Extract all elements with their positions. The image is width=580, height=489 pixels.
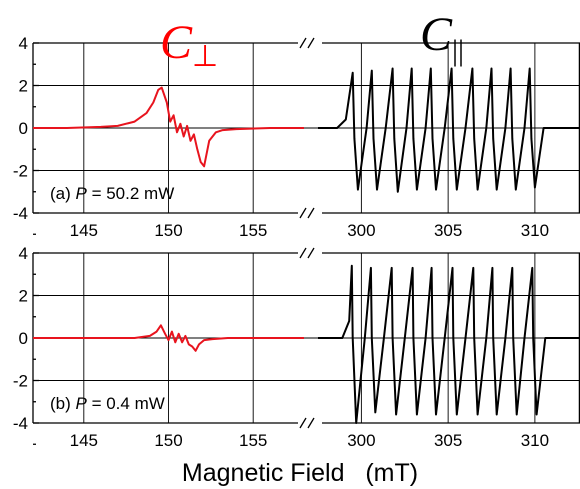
x-tick-label: 150 — [154, 221, 182, 240]
x-tick-label: 150 — [154, 431, 182, 450]
y-tick-label: -4 — [13, 414, 28, 433]
panel-a: 4 2 0 -2 -4 145 150 155 300 305 310 (a) P = 50.2 mW — [13, 34, 580, 240]
y-tick-label: 0 — [19, 329, 28, 348]
x-axis-label: Magnetic Field (mT) — [182, 459, 418, 487]
x-tick-label: 155 — [239, 431, 267, 450]
x-tick-label: 305 — [434, 221, 462, 240]
x-tick-label: 155 — [239, 221, 267, 240]
x-tick-label: 145 — [70, 221, 98, 240]
y-tick-label: 4 — [19, 34, 28, 53]
axis-break-mark — [299, 417, 307, 429]
panel-label: (a) P = 50.2 mW — [50, 184, 174, 203]
axis-break-mark — [299, 37, 307, 49]
series-line-left — [33, 324, 304, 352]
series-title-para: C|| — [420, 8, 464, 67]
series-title-perp: C⊥ — [160, 16, 218, 73]
y-tick-label: -4 — [13, 204, 28, 223]
axis-break-mark — [307, 417, 315, 429]
axis-break-mark — [299, 247, 307, 259]
power-value: = 0.4 mW — [87, 394, 165, 413]
title-subscript: ⊥ — [192, 40, 218, 73]
x-tick-label: 305 — [434, 431, 462, 450]
x-tick-label: 310 — [521, 431, 549, 450]
y-tick-label: 4 — [19, 244, 28, 263]
axis-break-mark — [307, 37, 315, 49]
power-symbol: P — [76, 394, 88, 413]
title-subscript: || — [452, 34, 464, 67]
x-tick-label: 310 — [521, 221, 549, 240]
axis-break-mark — [307, 207, 315, 219]
power-symbol: P — [76, 184, 88, 203]
series-line-right — [318, 264, 580, 424]
y-tick-label: 2 — [19, 77, 28, 96]
axis-break-mark — [307, 247, 315, 259]
x-tick-label: 300 — [347, 221, 375, 240]
series-line-right — [318, 67, 580, 193]
panel-b: 4 2 0 -2 -4 145 150 155 300 305 310 (b) P = 0.4 mW — [13, 244, 580, 450]
y-tick-label: 0 — [19, 119, 28, 138]
y-tick-label: -2 — [13, 372, 28, 391]
y-tick-label: 2 — [19, 287, 28, 306]
axis-break-mark — [299, 207, 307, 219]
x-tick-label: 300 — [347, 431, 375, 450]
power-value: = 50.2 mW — [87, 184, 174, 203]
y-tick-label: -2 — [13, 162, 28, 181]
x-tick-label: 145 — [70, 431, 98, 450]
panel-label: (b) P = 0.4 mW — [50, 394, 165, 413]
series-line-left — [33, 86, 304, 168]
